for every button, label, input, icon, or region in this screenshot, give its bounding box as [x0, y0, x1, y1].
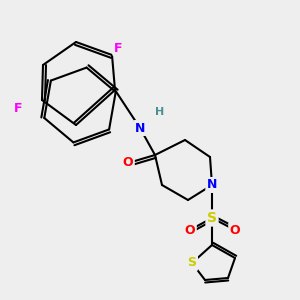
- Text: O: O: [230, 224, 240, 236]
- Text: H: H: [155, 107, 165, 117]
- Text: S: S: [207, 211, 217, 225]
- Text: N: N: [135, 122, 145, 134]
- Text: F: F: [14, 101, 22, 115]
- Text: N: N: [207, 178, 217, 191]
- Text: F: F: [114, 41, 122, 55]
- Text: O: O: [185, 224, 195, 236]
- Text: S: S: [188, 256, 196, 269]
- Text: O: O: [123, 157, 133, 169]
